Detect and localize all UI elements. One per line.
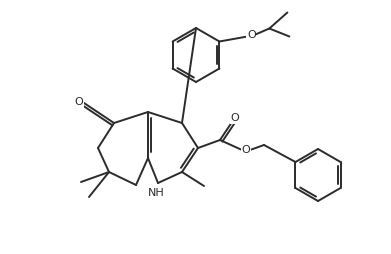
Text: O: O	[231, 113, 239, 123]
Text: O: O	[247, 30, 256, 40]
Text: O: O	[75, 97, 83, 107]
Text: NH: NH	[148, 188, 164, 198]
Text: O: O	[242, 145, 250, 155]
